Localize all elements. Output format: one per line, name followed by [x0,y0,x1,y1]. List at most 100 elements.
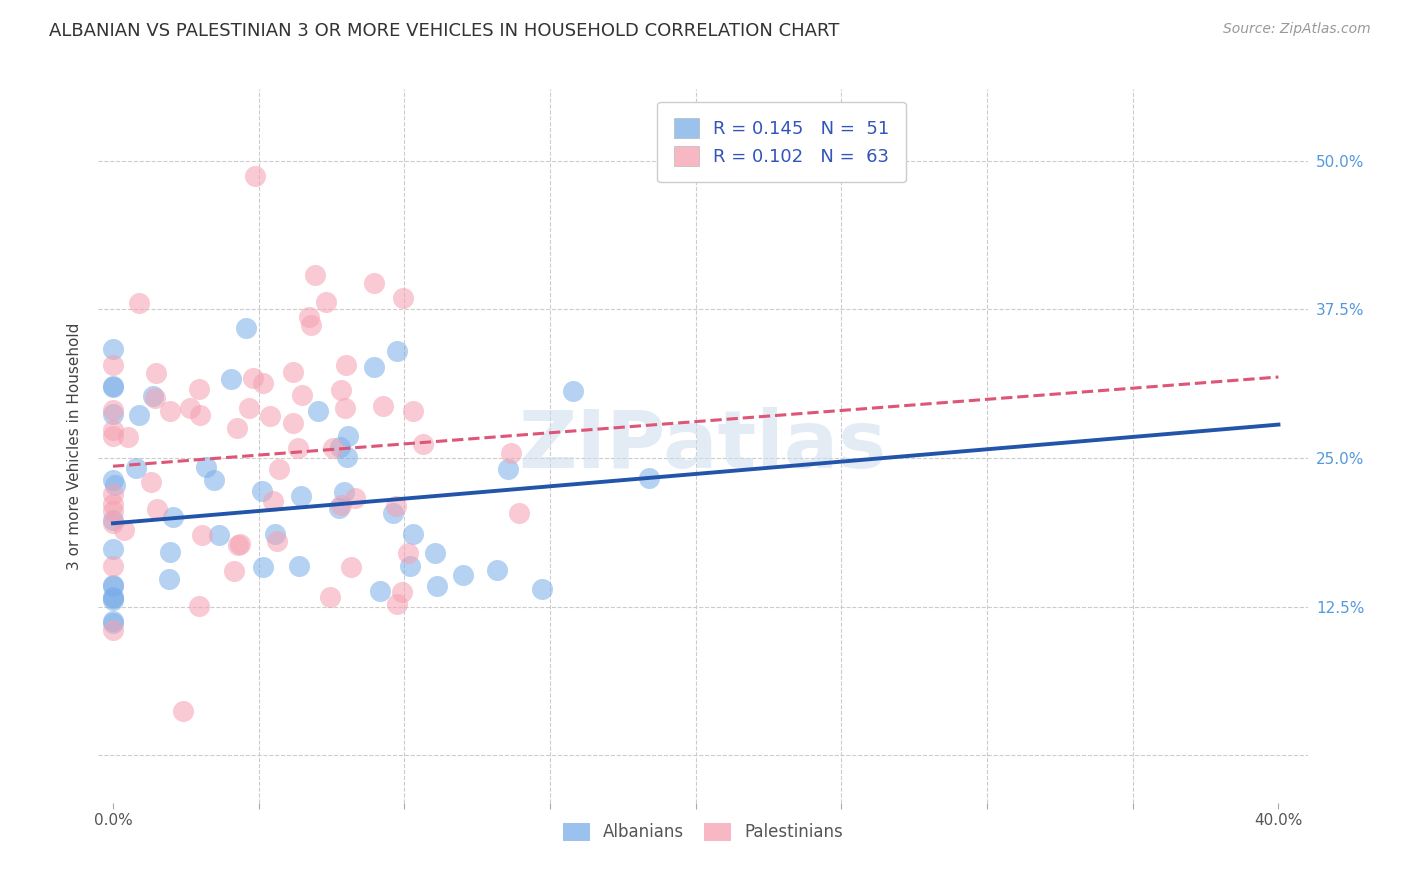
Point [101,516,124,530]
Text: Source: ZipAtlas.com: Source: ZipAtlas.com [1223,22,1371,37]
Point [124,461,146,475]
Point [172,704,194,718]
Point [336,450,359,464]
Point [368,583,391,598]
Point [451,567,474,582]
Point [412,437,434,451]
Point [101,513,124,527]
Point [101,559,124,574]
Point [363,277,385,291]
Point [222,564,245,578]
Point [104,478,127,492]
Point [371,399,394,413]
Legend: Albanians, Palestinians: Albanians, Palestinians [557,816,849,848]
Point [145,367,167,381]
Point [101,616,124,631]
Point [329,440,352,454]
Point [335,401,357,416]
Point [101,578,124,592]
Point [101,359,124,373]
Point [333,484,356,499]
Point [486,564,509,578]
Point [146,501,169,516]
Point [288,559,311,574]
Point [159,404,181,418]
Point [399,558,422,573]
Point [287,441,309,455]
Point [202,473,225,487]
Point [101,623,124,637]
Point [139,475,162,489]
Point [101,473,124,487]
Point [101,542,124,557]
Point [344,491,367,505]
Point [384,499,406,513]
Point [391,585,413,599]
Point [159,545,181,559]
Point [530,582,553,597]
Point [101,342,124,356]
Point [252,484,274,499]
Point [162,509,184,524]
Point [238,401,260,415]
Point [392,291,415,305]
Point [101,402,124,417]
Point [235,320,257,334]
Point [101,504,124,518]
Point [335,358,357,372]
Point [128,408,150,422]
Point [101,614,124,628]
Point [496,462,519,476]
Point [638,471,661,485]
Point [328,501,350,516]
Point [329,498,352,512]
Point [315,294,337,309]
Point [101,590,124,604]
Point [101,497,124,511]
Point [283,416,305,430]
Point [304,268,326,282]
Point [101,593,124,607]
Point [112,523,135,537]
Point [290,489,312,503]
Point [385,597,408,611]
Point [499,445,522,459]
Point [101,379,124,393]
Point [101,591,124,606]
Point [363,359,385,374]
Point [242,371,264,385]
Point [402,404,425,418]
Point [398,546,420,560]
Point [145,392,167,406]
Point [561,384,583,398]
Text: ALBANIAN VS PALESTINIAN 3 OR MORE VEHICLES IN HOUSEHOLD CORRELATION CHART: ALBANIAN VS PALESTINIAN 3 OR MORE VEHICL… [49,22,839,40]
Point [187,599,209,613]
Point [283,365,305,379]
Point [101,379,124,393]
Point [243,169,266,183]
Point [266,534,288,549]
Point [229,537,252,551]
Point [423,546,446,560]
Point [128,295,150,310]
Point [262,493,284,508]
Point [319,590,342,604]
Point [191,527,214,541]
Point [426,579,449,593]
Point [188,382,211,396]
Point [307,403,329,417]
Point [208,528,231,542]
Point [142,388,165,402]
Point [402,527,425,541]
Point [508,506,530,520]
Point [330,383,353,397]
Point [101,579,124,593]
Point [298,310,321,325]
Point [157,572,180,586]
Point [117,430,139,444]
Point [219,372,242,386]
Point [299,318,322,333]
Point [322,441,344,455]
Text: ZIPatlas: ZIPatlas [519,407,887,485]
Point [179,401,201,415]
